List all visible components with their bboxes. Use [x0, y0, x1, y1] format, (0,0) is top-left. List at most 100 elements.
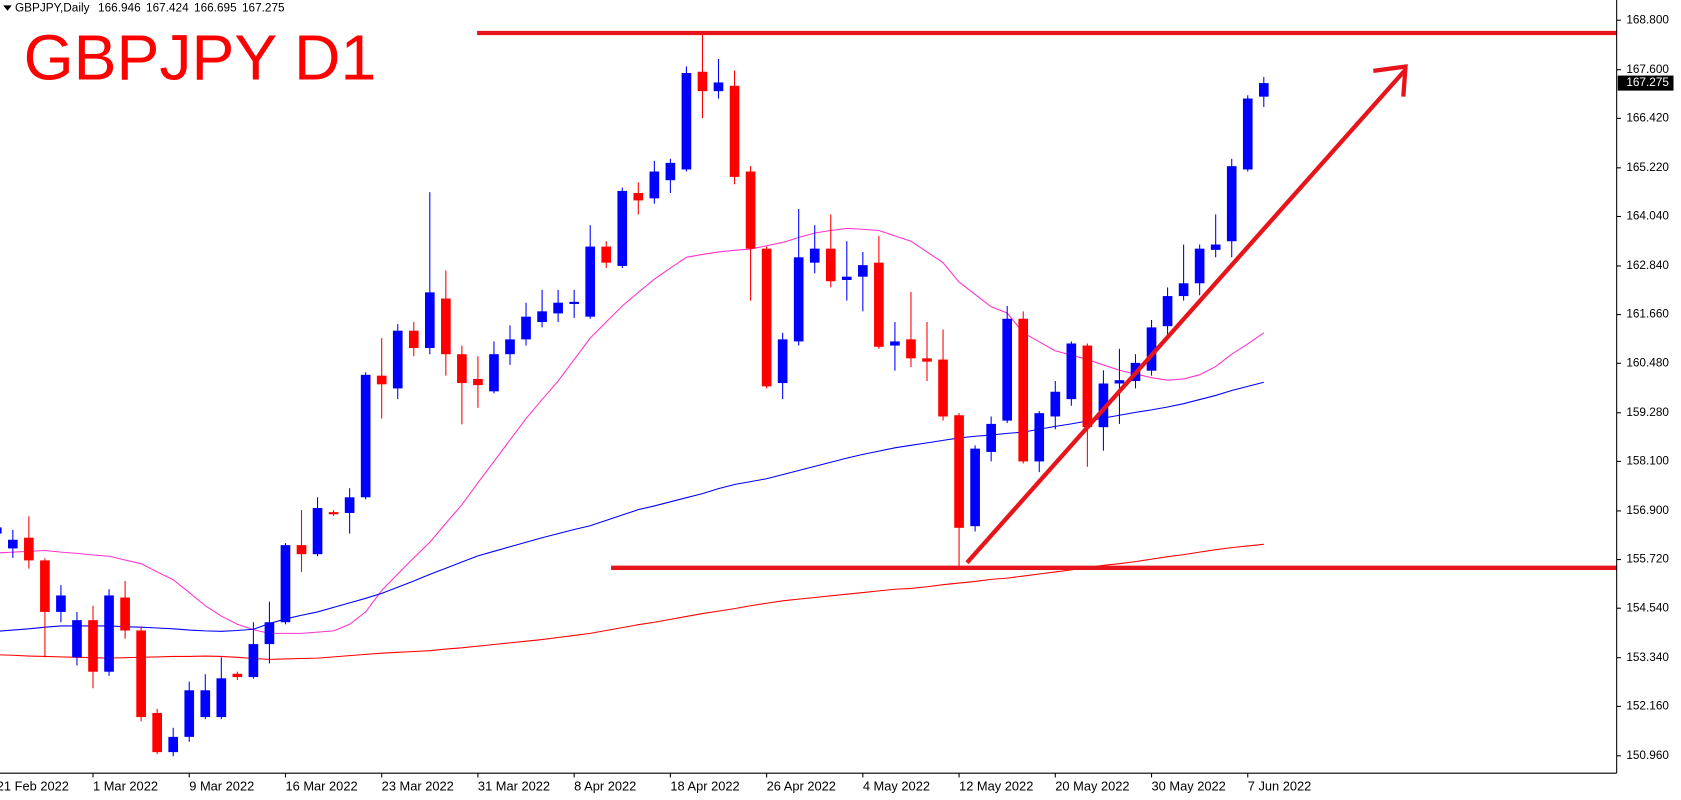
candle-body [232, 673, 243, 678]
candle-body [24, 537, 34, 561]
candle-body [120, 597, 130, 631]
candle-body [441, 298, 451, 355]
candle-body [7, 539, 18, 549]
candle-body [1114, 380, 1125, 384]
candle-body [553, 302, 563, 314]
candle-body [745, 171, 756, 249]
candle-body [280, 545, 291, 623]
x-tick-label: 30 May 2022 [1152, 779, 1226, 794]
x-tick-label: 1 Mar 2022 [93, 779, 158, 794]
candle-body [0, 527, 2, 534]
x-tick-label: 12 May 2022 [959, 779, 1033, 794]
candle-body [136, 630, 146, 718]
x-tick-label: 4 May 2022 [863, 779, 930, 794]
moving-average [0, 227, 1265, 634]
candle-body [841, 276, 852, 280]
y-tick-label: 150.960 [1626, 748, 1669, 762]
candle-body [1258, 83, 1269, 97]
candle-body [793, 257, 804, 342]
x-tick-label: 7 Jun 2022 [1248, 779, 1312, 794]
candle-body [1210, 244, 1221, 250]
candle-body [938, 359, 948, 417]
candle-body [537, 311, 547, 323]
candle-body [585, 246, 596, 317]
candle-body [521, 316, 531, 340]
candle-body [922, 358, 932, 362]
y-tick-label: 162.840 [1626, 258, 1669, 272]
candle-body [697, 71, 708, 92]
symbol: GBPJPY,Daily [15, 1, 90, 15]
candle-body [312, 508, 323, 555]
candle-body [344, 497, 355, 513]
header-close: 167.275 [242, 1, 285, 15]
y-tick-label: 152.160 [1626, 698, 1669, 712]
arrow-head [1373, 64, 1408, 97]
current-price-box [1617, 75, 1674, 91]
candle-body [56, 595, 66, 612]
candle-body [858, 265, 868, 277]
candle-body [168, 736, 179, 753]
x-tick-label: 9 Mar 2022 [189, 779, 254, 794]
candle-body [970, 448, 980, 527]
candle-body [489, 354, 499, 392]
candle-body [1018, 318, 1029, 462]
candle-body [505, 339, 515, 355]
candle-body [424, 292, 435, 349]
moving-average [0, 543, 1264, 660]
x-tick-label: 23 Mar 2022 [382, 779, 454, 794]
x-tick-label: 18 Apr 2022 [670, 779, 739, 794]
y-tick-label: 154.540 [1626, 600, 1669, 614]
y-tick-label: 161.660 [1626, 307, 1669, 321]
candle-body [713, 82, 724, 92]
candle-body [473, 378, 483, 386]
candle-body [825, 248, 836, 282]
candle-body [200, 690, 211, 718]
y-tick-label: 164.040 [1626, 209, 1669, 223]
candle-body [633, 192, 644, 201]
candle-body [376, 375, 387, 385]
candle-body [1194, 248, 1205, 284]
candle-body [296, 545, 307, 555]
candle-body [954, 415, 964, 528]
candle-body [601, 246, 612, 263]
candle-body [104, 595, 114, 672]
candle-body [1066, 343, 1077, 400]
x-tick-label: 8 Apr 2022 [574, 779, 636, 794]
x-tick-label: 26 Apr 2022 [767, 779, 836, 794]
header-open: 166.946 [98, 1, 141, 15]
y-tick-label: 168.800 [1626, 12, 1669, 26]
trend-arrow [965, 64, 1408, 565]
candle-body [1034, 413, 1045, 462]
candle-body [184, 690, 195, 737]
candle-body [729, 85, 740, 177]
y-tick-label: 160.480 [1626, 355, 1669, 369]
x-tick-label: 21 Feb 2022 [0, 779, 69, 794]
y-tick-label: 167.600 [1626, 62, 1669, 76]
candle-body [1002, 318, 1013, 421]
header-high: 167.424 [146, 1, 189, 15]
candle-body [264, 622, 275, 645]
x-tick-label: 31 Mar 2022 [478, 779, 550, 794]
candle-body [1050, 391, 1061, 417]
y-tick-label: 156.900 [1626, 503, 1669, 517]
candle-body [681, 72, 692, 170]
candle-body [809, 248, 820, 263]
candle-body [152, 712, 162, 753]
x-tick-label: 20 May 2022 [1055, 779, 1129, 794]
menu-icon[interactable] [3, 5, 12, 11]
candle-body [1162, 296, 1173, 327]
candle-body [1226, 166, 1237, 242]
candle-body [906, 339, 916, 359]
y-tick-label: 166.420 [1626, 110, 1669, 124]
candle-body [986, 423, 996, 452]
y-tick-label: 159.280 [1626, 405, 1669, 419]
candle-body [328, 512, 339, 515]
candle-body [761, 248, 772, 387]
chart-title: GBPJPY D1 [24, 21, 377, 93]
candle-body [1082, 345, 1093, 428]
y-tick-label: 155.720 [1626, 552, 1669, 566]
chart-header: GBPJPY,Daily 166.946 167.424 166.695 167.275 [15, 1, 285, 15]
